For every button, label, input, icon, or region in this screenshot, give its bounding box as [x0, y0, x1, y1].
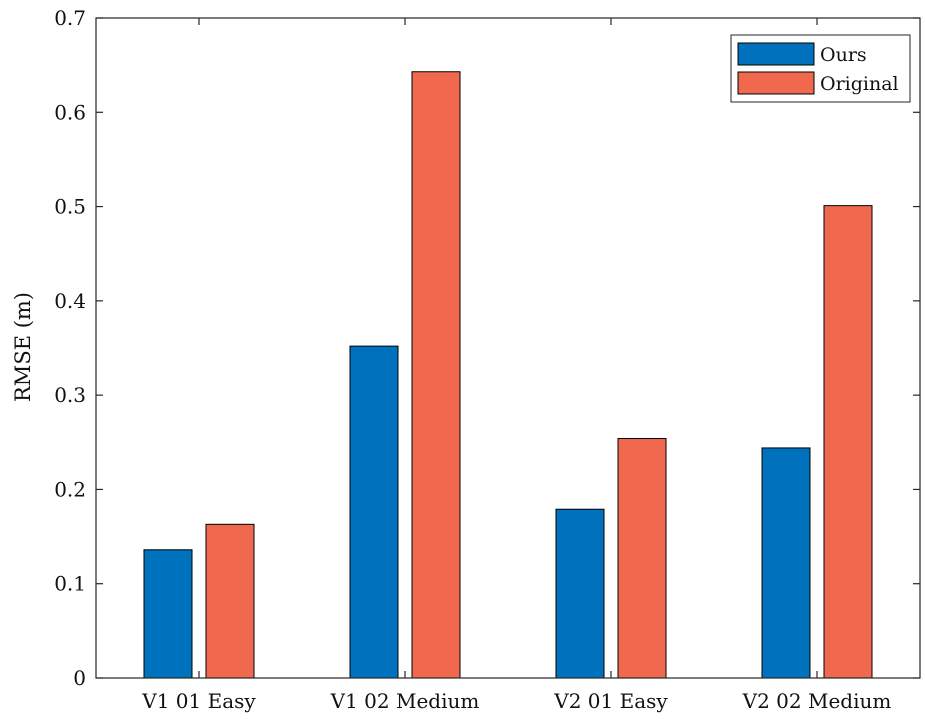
bar-original-1 [205, 523, 255, 679]
x-tick-label: V2 02 Medium [742, 689, 892, 713]
x-tick-label: V2 01 Easy [553, 689, 668, 713]
y-tick-label: 0.5 [54, 195, 86, 219]
bar-original-2 [411, 71, 461, 679]
y-tick-label: 0.6 [54, 100, 86, 124]
y-tick-label: 0 [73, 666, 86, 690]
legend-swatch-original [737, 71, 815, 95]
bar-ours-1 [143, 549, 193, 679]
y-tick-label: 0.4 [54, 289, 86, 313]
bar-ours-3 [555, 508, 605, 679]
tick-labels: 0 0.1 0.2 0.3 0.4 0.5 0.6 0.7 V1 01 Easy V1 02 Me… [54, 6, 891, 713]
legend: Ours Original [730, 34, 911, 103]
y-tick-label: 0.2 [54, 477, 86, 501]
legend-label-ours: Ours [820, 44, 867, 66]
y-axis-title: RMSE (m) [11, 292, 35, 402]
y-tick-label: 0.7 [54, 6, 86, 30]
bar-ours-4 [761, 447, 811, 679]
y-tick-label: 0.1 [54, 572, 86, 596]
bar-original-4 [823, 205, 873, 679]
x-tick-label: V1 01 Easy [141, 689, 256, 713]
bar-original-3 [617, 438, 667, 679]
x-tick-label: V1 02 Medium [330, 689, 480, 713]
axes [95, 17, 921, 679]
legend-label-original: Original [820, 73, 899, 95]
bar-ours-2 [349, 345, 399, 679]
axes-box [95, 17, 921, 679]
legend-swatch-ours [737, 42, 815, 66]
bar-group [143, 71, 873, 679]
y-tick-label: 0.3 [54, 383, 86, 407]
